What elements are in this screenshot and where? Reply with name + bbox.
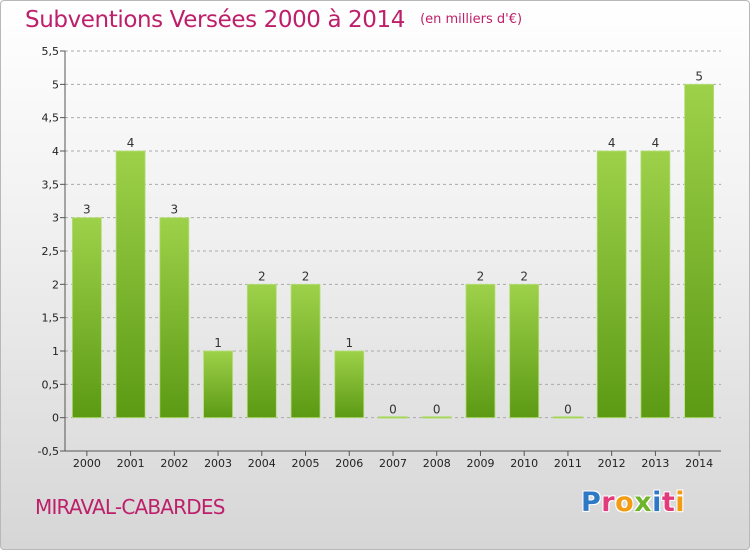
bar bbox=[334, 350, 365, 419]
x-tick-label: 2012 bbox=[598, 457, 626, 470]
x-tick-label: 2011 bbox=[554, 457, 582, 470]
x-tick-label: 2003 bbox=[204, 457, 232, 470]
y-tick-label: 4 bbox=[52, 145, 59, 158]
bar bbox=[684, 83, 715, 419]
value-label: 4 bbox=[652, 136, 660, 150]
x-tick-label: 2000 bbox=[73, 457, 101, 470]
bar bbox=[159, 217, 190, 419]
bar bbox=[465, 283, 496, 419]
bar bbox=[553, 416, 583, 419]
y-tick-label: -0,5 bbox=[38, 445, 59, 458]
x-tick-label: 2002 bbox=[160, 457, 188, 470]
y-tick-label: 3 bbox=[52, 212, 59, 225]
value-label: 4 bbox=[608, 136, 616, 150]
x-tick-label: 2007 bbox=[379, 457, 407, 470]
y-tick-label: 2,5 bbox=[42, 245, 60, 258]
bar bbox=[203, 350, 233, 419]
x-tick-label: 2006 bbox=[335, 457, 363, 470]
x-tick-label: 2008 bbox=[423, 457, 451, 470]
value-label: 5 bbox=[695, 69, 703, 83]
value-label: 4 bbox=[127, 136, 135, 150]
y-tick-label: 3,5 bbox=[42, 178, 60, 191]
commune-name: MIRAVAL-CABARDES bbox=[35, 495, 225, 519]
value-label: 0 bbox=[433, 403, 441, 417]
logo-letter: r bbox=[601, 487, 616, 518]
y-tick-label: 2 bbox=[52, 278, 59, 291]
value-label: 1 bbox=[214, 336, 222, 350]
y-tick-label: 1,5 bbox=[42, 312, 60, 325]
logo-letter: i bbox=[675, 487, 686, 518]
value-label: 0 bbox=[389, 403, 397, 417]
bar bbox=[246, 283, 277, 419]
logo-letter: t bbox=[661, 487, 676, 518]
x-tick-label: 2004 bbox=[248, 457, 276, 470]
bar bbox=[640, 150, 671, 419]
y-tick-label: 5,5 bbox=[42, 45, 60, 58]
y-tick-label: 1 bbox=[52, 345, 59, 358]
y-tick-label: 0 bbox=[52, 412, 59, 425]
value-label: 0 bbox=[564, 403, 572, 417]
value-label: 2 bbox=[477, 269, 485, 283]
y-tick-label: 5 bbox=[52, 78, 59, 91]
x-tick-label: 2001 bbox=[117, 457, 145, 470]
chart-subtitle: (en milliers d'€) bbox=[420, 12, 523, 27]
bar bbox=[509, 283, 540, 419]
value-label: 2 bbox=[520, 269, 528, 283]
x-tick-label: 2010 bbox=[510, 457, 538, 470]
bar bbox=[421, 416, 452, 419]
value-label: 3 bbox=[83, 203, 91, 217]
value-label: 1 bbox=[345, 336, 353, 350]
value-label: 2 bbox=[302, 269, 310, 283]
logo-letter: x bbox=[634, 487, 653, 518]
bar bbox=[290, 283, 321, 419]
value-label: 3 bbox=[171, 203, 179, 217]
chart-header: Subventions Versées 2000 à 2014 (en mill… bbox=[25, 7, 522, 33]
value-label: 2 bbox=[258, 269, 266, 283]
x-tick-label: 2005 bbox=[292, 457, 320, 470]
x-tick-label: 2013 bbox=[641, 457, 669, 470]
x-tick-label: 2014 bbox=[685, 457, 713, 470]
logo-letter: i bbox=[652, 487, 662, 518]
logo-letter: P bbox=[581, 487, 602, 518]
bar bbox=[596, 150, 627, 419]
y-tick-label: 0,5 bbox=[42, 378, 60, 391]
x-tick-label: 2009 bbox=[466, 457, 494, 470]
proxiti-logo: Proxiti bbox=[581, 487, 685, 518]
y-tick-label: 4,5 bbox=[42, 112, 60, 125]
chart-title: Subventions Versées 2000 à 2014 bbox=[25, 7, 405, 33]
logo-letter: o bbox=[615, 487, 635, 518]
bar bbox=[71, 217, 102, 419]
bar bbox=[115, 150, 146, 419]
bar bbox=[378, 416, 408, 419]
